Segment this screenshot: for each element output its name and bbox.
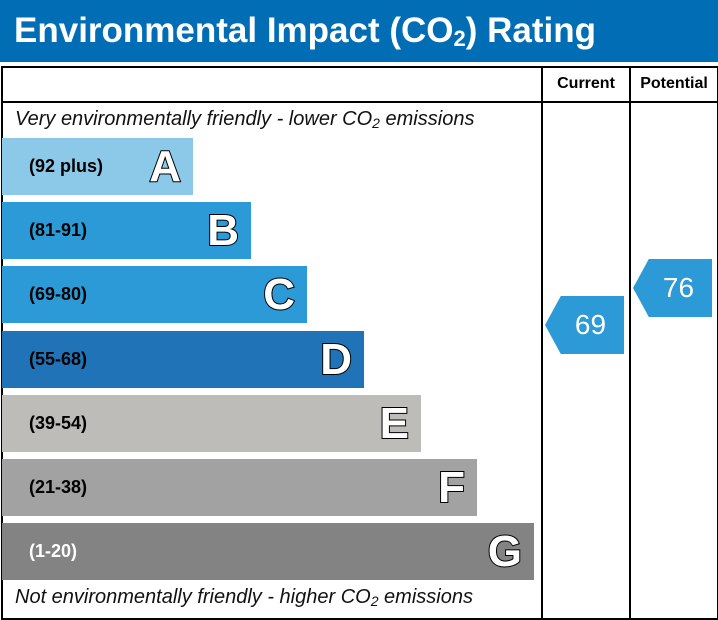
- top-note-text: Very environmentally friendly - lower CO: [15, 108, 373, 130]
- top-note-sub: 2: [372, 115, 380, 131]
- title-subscript: 2: [453, 26, 466, 51]
- current-rating-arrow: 69: [545, 296, 624, 354]
- band-range: (1-20): [29, 541, 78, 561]
- band-letter: A: [148, 141, 182, 192]
- potential-rating-arrow: 76: [633, 259, 712, 317]
- band-range: (69-80): [29, 284, 88, 304]
- header-divider: [1, 101, 717, 103]
- band-letter: E: [379, 398, 410, 449]
- bottom-note-sub: 2: [370, 593, 379, 609]
- band-range: (81-91): [29, 220, 88, 240]
- bottom-note-end: emissions: [378, 586, 473, 608]
- title-text: Environmental Impact (CO: [14, 11, 454, 50]
- band-letter: F: [437, 462, 466, 513]
- band-b: (81-91) B: [2, 202, 251, 259]
- band-c: (69-80) C: [2, 266, 307, 323]
- band-letter: G: [487, 526, 523, 577]
- chart-title: Environmental Impact (CO2) Rating: [0, 0, 718, 62]
- current-column-header: Current: [557, 75, 615, 92]
- band-range: (92 plus): [29, 156, 104, 176]
- band-letter: D: [319, 334, 353, 385]
- band-f: (21-38) F: [2, 459, 477, 516]
- band-range: (39-54): [29, 413, 88, 433]
- top-note: Very environmentally friendly - lower CO…: [15, 108, 474, 131]
- band-range: (55-68): [29, 349, 88, 369]
- column-divider-potential: [629, 66, 631, 618]
- column-divider-current: [541, 66, 543, 618]
- potential-column-header: Potential: [640, 75, 708, 92]
- band-d: (55-68) D: [2, 331, 364, 388]
- bottom-note-text: Not environmentally friendly - higher CO: [15, 586, 371, 608]
- bottom-note: Not environmentally friendly - higher CO…: [15, 586, 473, 609]
- band-a: (92 plus) A: [2, 138, 193, 195]
- band-letter: B: [206, 205, 240, 256]
- title-text-end: ) Rating: [465, 11, 597, 50]
- band-g: (1-20) G: [2, 523, 534, 580]
- band-range: (21-38): [29, 477, 88, 497]
- band-e: (39-54) E: [2, 395, 421, 452]
- band-letter: C: [262, 269, 296, 320]
- top-note-end: emissions: [379, 108, 475, 130]
